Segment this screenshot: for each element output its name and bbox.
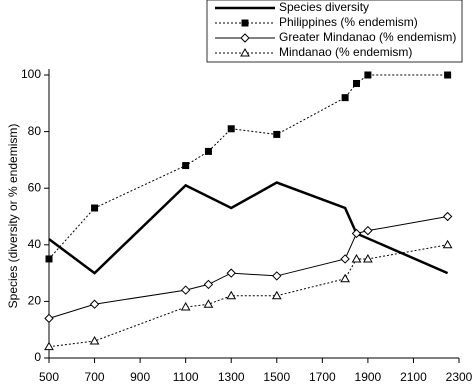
legend-label: Philippines (% endemism) [279,15,418,29]
marker [353,79,360,87]
marker [226,268,236,278]
y-axis-label: Species (diversity or % endemism) [6,124,20,309]
marker [91,204,99,212]
legend-box [206,0,463,63]
legend-marker [240,33,250,43]
marker [89,299,100,309]
x-tick-label: 1300 [218,370,245,384]
marker [44,313,54,324]
marker [203,299,214,308]
marker [351,253,362,263]
x-tick-label: 900 [130,370,150,384]
y-tick-label: 60 [28,180,42,194]
marker [442,211,453,222]
y-tick-label: 0 [34,350,41,364]
marker [340,254,350,264]
marker [44,341,54,351]
marker [272,271,282,281]
marker [271,290,282,300]
y-tick-label: 100 [21,67,41,81]
series-line [48,216,448,319]
marker [363,253,373,263]
marker [341,94,349,102]
marker [273,130,281,138]
x-tick-label: 500 [39,370,59,384]
marker [180,285,191,295]
series-line [48,244,448,348]
x-tick-label: 1700 [309,370,336,384]
marker [203,279,214,290]
x-tick-label: 2100 [400,370,427,384]
series-line [48,181,449,275]
x-tick-label: 1100 [173,370,199,384]
y-tick-label: 40 [28,237,42,251]
series-line [48,74,448,260]
legend-marker [240,47,250,57]
marker [180,302,191,311]
legend-marker [241,19,249,27]
marker [340,273,350,283]
x-tick-label: 2300 [446,370,473,384]
y-tick-label: 20 [28,294,42,308]
x-tick-label: 1500 [263,370,290,384]
marker [89,336,100,345]
marker [227,125,235,133]
x-tick-label: 700 [85,370,105,384]
marker [442,239,453,249]
marker [364,71,372,79]
marker [444,71,452,79]
marker [204,147,212,155]
marker [182,162,190,170]
legend-label: Mindanao (% endemism) [279,45,412,59]
y-tick-label: 80 [28,124,42,138]
marker [363,225,373,236]
legend-label: Species diversity [279,0,369,14]
x-tick-label: 1900 [355,370,382,384]
marker [351,228,362,239]
marker [45,255,53,263]
marker [226,290,237,300]
legend-label: Greater Mindanao (% endemism) [279,30,456,44]
